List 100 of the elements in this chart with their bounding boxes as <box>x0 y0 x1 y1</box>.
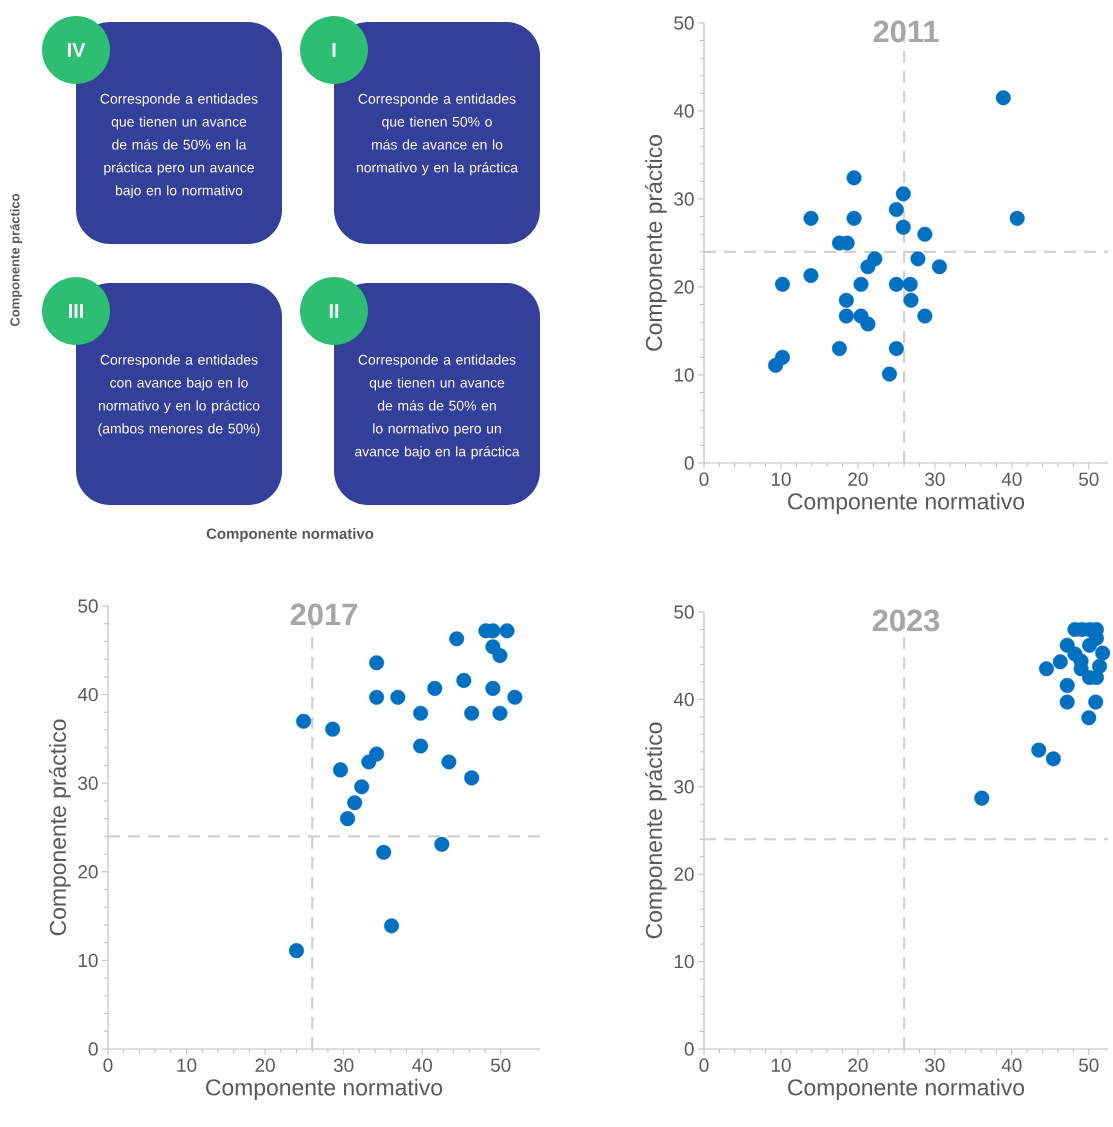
point <box>332 762 348 778</box>
x-tick-label: 20 <box>255 1058 275 1072</box>
point <box>485 680 501 696</box>
y-tick-label: 50 <box>78 599 98 613</box>
x-axis-title: Componente normativo <box>788 1078 1025 1101</box>
x-tick-label: 50 <box>1078 472 1099 486</box>
point <box>995 90 1011 106</box>
y-tick-label: 40 <box>673 104 694 118</box>
x-tick-label: 0 <box>699 472 709 486</box>
point <box>1081 710 1097 726</box>
point <box>846 210 862 226</box>
point <box>803 210 819 226</box>
x-axis-title: Componente normativo <box>788 492 1025 515</box>
point <box>910 251 926 267</box>
point <box>838 292 854 308</box>
y-axis-title: Componente práctico <box>644 722 667 939</box>
x-tick-label: 0 <box>699 1058 709 1072</box>
point <box>464 770 480 786</box>
point <box>881 366 897 382</box>
x-tick-label: 50 <box>490 1058 511 1072</box>
chart-title: 2017 <box>290 603 357 626</box>
point <box>846 170 862 186</box>
y-tick-label: 30 <box>78 776 98 790</box>
point <box>860 316 876 332</box>
y-tick-label: 50 <box>674 605 694 619</box>
point <box>768 357 784 373</box>
x-tick-label: 40 <box>1001 1058 1022 1072</box>
point <box>499 623 515 639</box>
text: I <box>332 43 336 57</box>
point <box>289 943 305 959</box>
y-tick-label: 0 <box>684 1042 694 1056</box>
point <box>1088 694 1104 710</box>
point <box>441 754 457 770</box>
y-tick-label: 10 <box>674 368 694 382</box>
point <box>1009 210 1025 226</box>
x-tick-label: 30 <box>925 1058 945 1072</box>
text: Corresponde a entidades que tienen 50% o más de avance en lo normativo y en la práctica <box>356 93 518 176</box>
point <box>361 754 377 770</box>
point <box>384 918 400 934</box>
point <box>1059 677 1075 693</box>
x-tick-label: 10 <box>771 1058 791 1072</box>
text: Corresponde a entidades que tienen un avance de más de 50% en lo normativo pero un avance bajo en la práctica <box>355 354 520 460</box>
point <box>775 276 790 292</box>
point <box>376 844 392 860</box>
y-axis-title: Componente práctico <box>644 135 667 351</box>
point <box>507 689 523 705</box>
y-axis-title: Componente práctico <box>48 719 71 936</box>
point <box>325 721 341 737</box>
point <box>853 276 869 292</box>
point <box>1045 751 1061 767</box>
point <box>492 705 508 721</box>
y-tick-label: 0 <box>88 1042 98 1056</box>
point <box>888 276 904 292</box>
point <box>434 836 450 852</box>
point <box>860 259 876 275</box>
y-tick-label: 40 <box>77 687 98 702</box>
text: Corresponde a entidades que tienen un avance de más de 50% en la práctica pero un avance bajo en lo normativo <box>100 93 258 199</box>
point <box>831 341 847 357</box>
point <box>903 292 919 308</box>
text: III <box>69 304 83 318</box>
x-tick-label: 10 <box>177 1058 197 1072</box>
y-tick-label: 30 <box>674 192 694 206</box>
x-axis-title: Componente normativo <box>206 1078 443 1101</box>
point <box>902 276 918 292</box>
point <box>449 631 465 647</box>
point <box>838 308 854 324</box>
text: Componente práctico <box>9 193 23 327</box>
y-tick-label: 30 <box>674 780 694 794</box>
y-tick-label: 0 <box>684 456 694 470</box>
x-tick-label: 30 <box>333 1058 354 1072</box>
x-tick-label: 10 <box>771 472 791 486</box>
y-tick-label: 10 <box>674 954 694 969</box>
point <box>347 795 363 811</box>
y-tick-label: 40 <box>673 692 694 707</box>
point <box>340 811 356 827</box>
point <box>1038 661 1054 677</box>
point <box>390 689 406 705</box>
x-tick-label: 50 <box>1078 1058 1099 1072</box>
point <box>427 680 443 696</box>
point <box>464 705 480 721</box>
chart-title: 2023 <box>872 609 940 632</box>
point <box>1052 654 1068 670</box>
chart-title: 2011 <box>873 20 939 43</box>
point <box>888 341 904 357</box>
point <box>354 779 370 795</box>
x-tick-label: 40 <box>412 1058 432 1072</box>
point <box>974 790 990 806</box>
y-tick-label: 20 <box>674 280 694 294</box>
x-tick-label: 30 <box>925 472 945 486</box>
point <box>1059 694 1075 710</box>
x-tick-label: 40 <box>1001 472 1022 486</box>
point <box>413 738 429 754</box>
point <box>917 308 933 324</box>
point <box>413 705 429 721</box>
point <box>456 672 472 688</box>
y-tick-label: 20 <box>78 865 98 879</box>
point <box>369 689 385 705</box>
text: Componente normativo <box>206 528 374 542</box>
x-tick-label: 0 <box>103 1058 113 1072</box>
text: Corresponde a entidades con avance bajo en lo normativo y en lo práctico (ambos menores de 50%) <box>98 354 260 437</box>
